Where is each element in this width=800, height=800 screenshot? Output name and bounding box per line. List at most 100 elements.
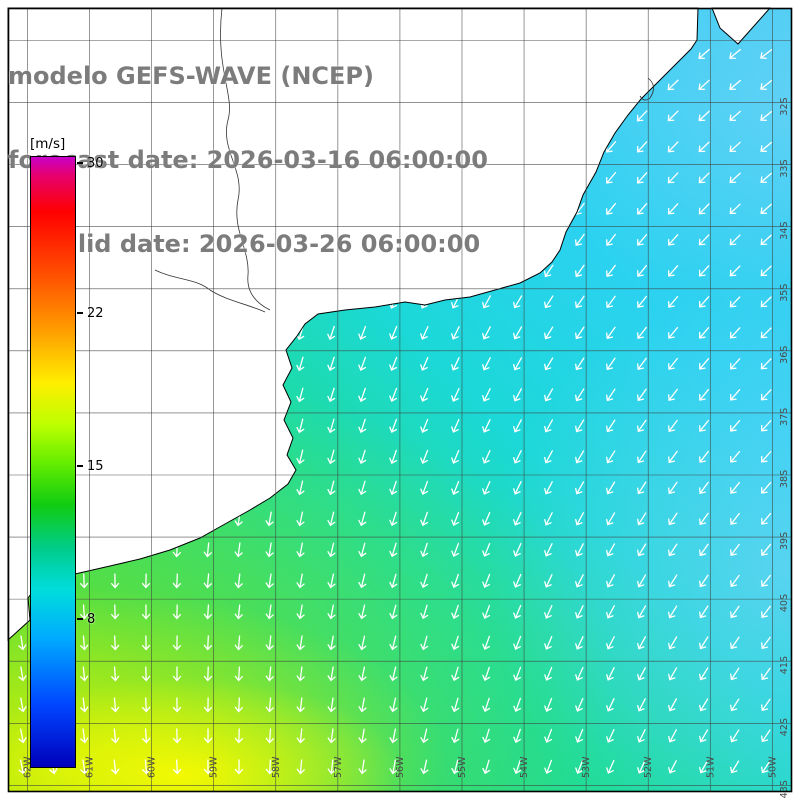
wind-arrow (606, 141, 617, 153)
wind-arrow (513, 419, 522, 433)
wind-arrow (575, 264, 585, 278)
bottom-axis-label: 60W (147, 756, 158, 778)
wind-arrow (389, 666, 398, 682)
wind-arrow (575, 295, 585, 309)
wind-arrow (111, 759, 120, 775)
wind-arrow (698, 79, 710, 91)
wind-arrow (203, 573, 212, 589)
wind-arrow (637, 636, 647, 650)
wind-arrow (760, 141, 773, 152)
wind-arrow (451, 418, 460, 433)
wind-arrow (544, 481, 553, 495)
wind-arrow (327, 604, 336, 620)
wind-arrow (668, 295, 679, 308)
wind-arrow (544, 388, 554, 402)
wind-arrow (575, 233, 585, 247)
wind-arrow (761, 451, 772, 463)
wind-arrow (327, 635, 336, 651)
right-axis-label: 38S (779, 470, 790, 488)
wind-arrow (699, 667, 709, 681)
wind-arrow (358, 759, 367, 775)
wind-arrow (141, 604, 151, 620)
colorbar-tick-label: 15 (87, 458, 104, 474)
wind-arrow (203, 759, 213, 775)
wind-arrow (637, 203, 648, 215)
colorbar-tick-label: 30 (87, 155, 104, 171)
wind-arrow (389, 728, 398, 744)
wind-arrow (544, 357, 554, 371)
wind-arrow (327, 728, 336, 744)
wind-arrow (637, 574, 647, 588)
wind-arrow (172, 728, 182, 744)
land-corner (711, 7, 772, 45)
colorbar-unit-label: [m/s] (30, 136, 66, 152)
wind-arrow (637, 295, 647, 308)
wind-arrow (358, 573, 367, 589)
wind-arrow (513, 728, 522, 744)
wind-arrow (760, 110, 773, 121)
wind-arrow (482, 449, 491, 464)
wind-arrow (420, 356, 429, 371)
wind-arrow (327, 542, 336, 558)
map-frame-border (7, 7, 793, 793)
wind-arrow (265, 573, 274, 589)
wind-arrow (172, 635, 182, 651)
wind-arrow (637, 326, 647, 339)
wind-arrow (203, 666, 213, 682)
wind-arrow (761, 605, 771, 618)
colorbar-tick-mark (77, 465, 83, 467)
wind-arrow (327, 511, 336, 527)
wind-arrow (451, 635, 460, 651)
wind-arrow (358, 418, 367, 434)
wind-arrow (265, 604, 274, 620)
wind-arrow (606, 326, 616, 340)
wind-arrow (451, 480, 460, 495)
wind-arrow (544, 666, 553, 681)
forecast-date-line: forecast date: 2026-03-16 06:00:00 (8, 146, 488, 174)
wind-arrow (699, 388, 710, 401)
wind-arrow (730, 667, 740, 681)
wind-arrow (761, 698, 771, 712)
wind-arrow (729, 141, 741, 153)
wind-arrow (668, 760, 677, 774)
wind-arrow (544, 512, 553, 526)
wind-arrow (482, 326, 491, 340)
wind-arrow (606, 357, 616, 371)
wind-arrow (730, 420, 741, 432)
wind-arrow (172, 573, 182, 589)
wind-arrow (729, 327, 741, 339)
wind-arrow (203, 728, 213, 744)
bottom-axis-label: 57W (333, 756, 344, 778)
wind-arrow (420, 759, 429, 775)
wind-arrow (730, 481, 741, 494)
wind-arrow (265, 697, 274, 713)
wind-arrow (18, 759, 27, 775)
wind-arrow (668, 357, 678, 370)
wind-arrow (668, 698, 678, 712)
wind-arrow (544, 759, 553, 775)
wind-arrow (141, 666, 151, 682)
wind-arrow (265, 728, 274, 744)
wind-arrow (760, 420, 772, 432)
wind-arrow (265, 759, 275, 775)
wind-arrow (544, 264, 554, 278)
wind-arrow (668, 729, 677, 743)
wind-arrow (698, 296, 710, 308)
wind-arrow (575, 759, 584, 774)
bottom-axis-label: 59W (209, 756, 220, 778)
wind-arrow (637, 357, 647, 371)
wind-arrow (575, 450, 585, 464)
wind-arrow (760, 234, 772, 246)
wind-arrow (730, 574, 740, 588)
wind-arrow (513, 635, 522, 650)
wind-arrow (296, 666, 305, 682)
wind-arrow (668, 574, 678, 588)
wind-arrow (451, 666, 460, 682)
wind-arrow (668, 265, 679, 277)
wind-arrow (761, 543, 772, 556)
colorbar-tick-label: 22 (87, 305, 104, 321)
wind-arrow (637, 667, 646, 681)
wind-arrow (637, 760, 646, 774)
wind-arrow (544, 574, 553, 588)
